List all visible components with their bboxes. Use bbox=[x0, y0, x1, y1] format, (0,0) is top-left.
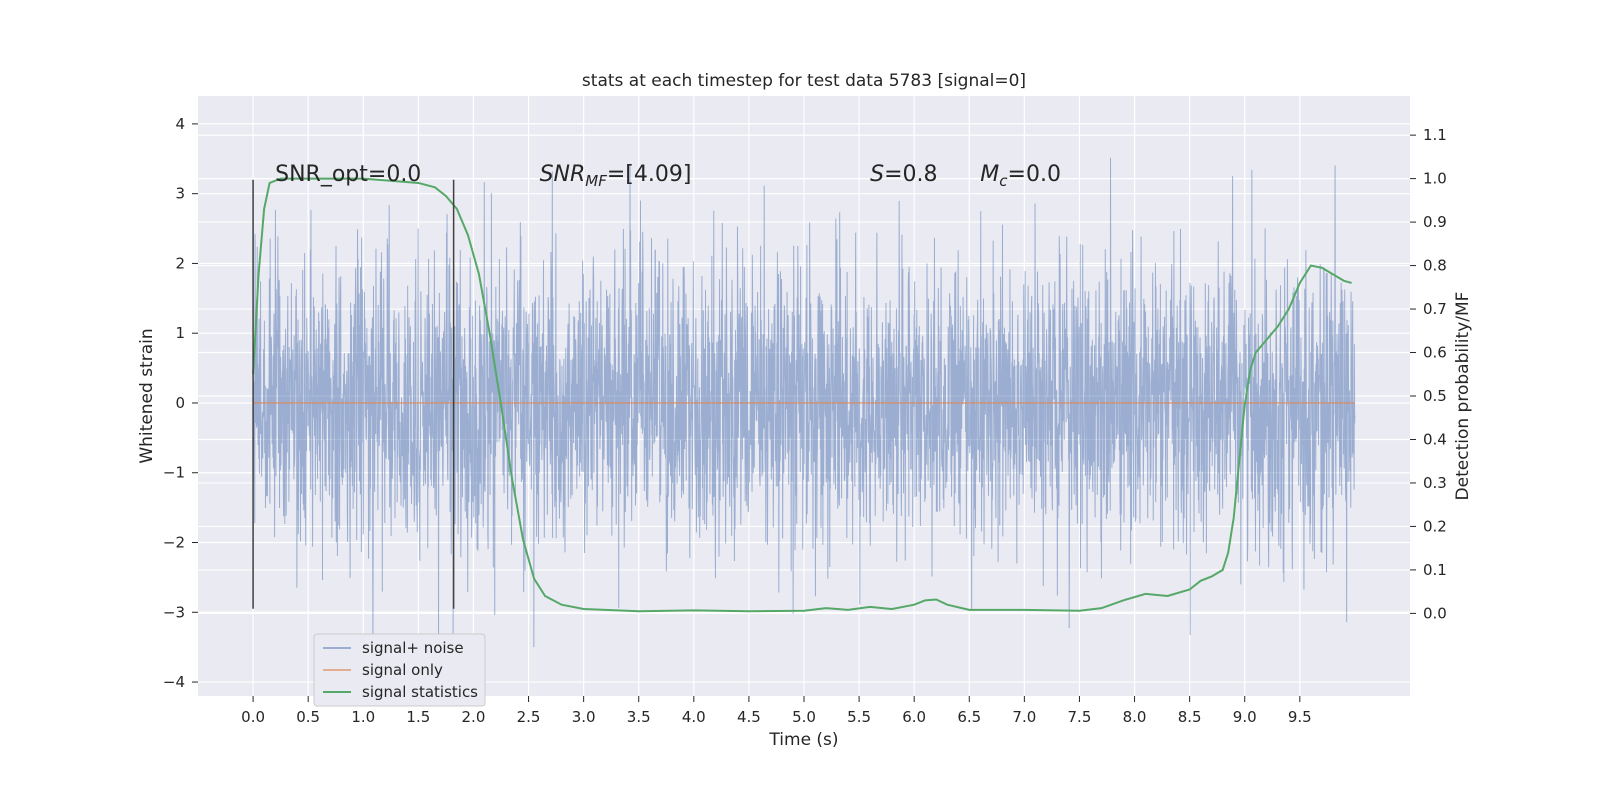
annotations: SNR_opt=0.0 SNRMF=[4.09] S=0.8 Mc=0.0 bbox=[275, 162, 1061, 190]
legend-label-signal-only: signal only bbox=[362, 661, 443, 679]
noise-line bbox=[252, 157, 1356, 648]
y-axis-label: Whitened strain bbox=[137, 328, 157, 463]
legend-label-statistics: signal statistics bbox=[362, 683, 478, 701]
x-tick-label: 7.5 bbox=[1068, 708, 1092, 726]
vertical-markers bbox=[252, 179, 455, 609]
x-tick-label: 6.5 bbox=[957, 708, 981, 726]
y-tick-label: −2 bbox=[163, 534, 185, 552]
y-tick-label: 4 bbox=[175, 115, 185, 133]
y-tick-label: −1 bbox=[163, 464, 185, 482]
y-axis-ticks: 4 3 2 1 0 −1 −2 −3 −4 bbox=[163, 115, 198, 691]
y-tick-label: 2 bbox=[175, 254, 185, 272]
x-tick-label: 3.5 bbox=[627, 708, 651, 726]
x-tick-label: 5.0 bbox=[792, 708, 816, 726]
y-tick-label: 3 bbox=[175, 185, 185, 203]
chart-title: stats at each timestep for test data 578… bbox=[582, 71, 1026, 91]
y2-axis-ticks: 1.1 1.0 0.9 0.8 0.7 0.6 0.5 0.4 0.3 0.2 0.1 0.0 bbox=[1410, 126, 1447, 622]
y-tick-label: −3 bbox=[163, 603, 185, 621]
y2-tick-label: 0.9 bbox=[1423, 213, 1447, 231]
x-tick-label: 2.5 bbox=[517, 708, 541, 726]
x-tick-label: 8.5 bbox=[1178, 708, 1202, 726]
x-tick-label: 0.0 bbox=[241, 708, 265, 726]
y2-tick-label: 0.2 bbox=[1423, 517, 1447, 535]
x-tick-label: 1.0 bbox=[351, 708, 375, 726]
y2-tick-label: 1.1 bbox=[1423, 126, 1447, 144]
x-tick-label: 6.0 bbox=[902, 708, 926, 726]
x-tick-label: 0.5 bbox=[296, 708, 320, 726]
y2-tick-label: 0.1 bbox=[1423, 561, 1447, 579]
y-tick-label: −4 bbox=[163, 673, 185, 691]
y-tick-label: 0 bbox=[175, 394, 185, 412]
x-tick-label: 1.5 bbox=[406, 708, 430, 726]
annotation-snr-opt: SNR_opt=0.0 bbox=[275, 162, 421, 187]
y2-tick-label: 0.5 bbox=[1423, 387, 1447, 405]
legend: signal+ noise signal only signal statist… bbox=[313, 633, 486, 707]
legend-label-noise: signal+ noise bbox=[362, 639, 464, 657]
annotation-snr-mf: SNRMF=[4.09] bbox=[540, 162, 692, 190]
y2-tick-label: 0.7 bbox=[1423, 300, 1447, 318]
x-tick-label: 4.5 bbox=[737, 708, 761, 726]
x-tick-label: 3.0 bbox=[572, 708, 596, 726]
signal-noise-series bbox=[252, 157, 1356, 648]
y2-tick-label: 0.6 bbox=[1423, 344, 1447, 362]
x-tick-label: 7.0 bbox=[1012, 708, 1036, 726]
x-tick-label: 4.0 bbox=[682, 708, 706, 726]
y2-tick-label: 0.4 bbox=[1423, 430, 1447, 448]
y2-tick-label: 0.3 bbox=[1423, 474, 1447, 492]
y2-tick-label: 0.8 bbox=[1423, 257, 1447, 275]
y2-tick-label: 1.0 bbox=[1423, 170, 1447, 188]
x-tick-label: 9.0 bbox=[1233, 708, 1257, 726]
x-tick-label: 8.0 bbox=[1123, 708, 1147, 726]
annotation-mc: Mc=0.0 bbox=[980, 162, 1061, 190]
x-axis-label: Time (s) bbox=[768, 730, 838, 750]
x-axis-ticks: 0.0 0.5 1.0 1.5 2.0 2.5 3.0 3.5 4.0 4.5 5.0 5.5 6.0 6… bbox=[241, 696, 1312, 726]
y2-tick-label: 0.0 bbox=[1423, 604, 1447, 622]
y-tick-label: 1 bbox=[175, 324, 185, 342]
legend-box bbox=[313, 633, 486, 707]
annotation-s: S=0.8 bbox=[870, 162, 937, 187]
y2-axis-label: Detection probability/MF bbox=[1453, 292, 1473, 501]
x-tick-label: 5.5 bbox=[847, 708, 871, 726]
x-tick-label: 9.5 bbox=[1288, 708, 1312, 726]
x-tick-label: 2.0 bbox=[462, 708, 486, 726]
